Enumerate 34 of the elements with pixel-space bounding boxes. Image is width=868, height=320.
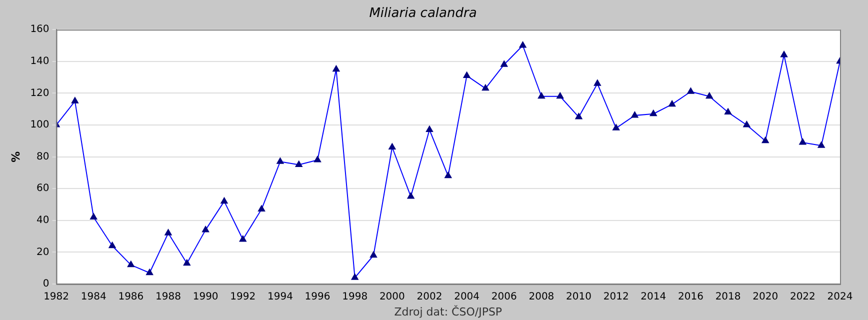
y-axis-title: % — [9, 151, 22, 162]
y-tick-label: 0 — [42, 278, 50, 290]
y-tick-label: 60 — [36, 183, 50, 194]
x-tick-label: 2004 — [454, 292, 480, 303]
y-tick-label: 100 — [30, 120, 50, 131]
x-tick-label: 2010 — [566, 292, 592, 303]
x-tick-label: 2018 — [715, 292, 741, 303]
y-tick-label: 120 — [30, 88, 50, 99]
x-tick-label: 1988 — [156, 292, 181, 303]
x-tick-label: 2016 — [678, 292, 704, 303]
x-tick-label: 1986 — [118, 292, 144, 303]
y-tick-label: 40 — [36, 214, 50, 226]
x-tick-label: 2024 — [827, 292, 853, 303]
x-tick-label: 2014 — [640, 292, 666, 303]
x-tick-label: 2006 — [491, 292, 517, 303]
x-tick-label: 1990 — [192, 292, 218, 303]
y-tick-label: 20 — [36, 246, 50, 258]
x-tick-label: 2012 — [603, 292, 629, 303]
x-tick-label: 2022 — [790, 292, 816, 303]
y-tick-label: 80 — [36, 151, 50, 162]
x-tick-label: 1982 — [44, 292, 70, 303]
x-tick-label: 2002 — [416, 292, 442, 303]
x-tick-label: 1994 — [267, 292, 293, 303]
chart-title: Miliaria calandra — [369, 6, 477, 22]
x-tick-label: 2020 — [752, 292, 778, 303]
y-tick-label: 140 — [30, 56, 50, 67]
x-tick-label: 2000 — [379, 292, 405, 303]
x-tick-label: 2008 — [528, 292, 554, 303]
x-tick-label: 1992 — [230, 292, 256, 303]
text: Zdroj dat: ČSO/JPSP — [394, 304, 502, 318]
x-tick-label: 1998 — [342, 292, 368, 303]
y-tick-label: 160 — [30, 24, 50, 36]
x-tick-label: 1984 — [80, 292, 106, 303]
x-tick-label: 1996 — [304, 292, 330, 303]
